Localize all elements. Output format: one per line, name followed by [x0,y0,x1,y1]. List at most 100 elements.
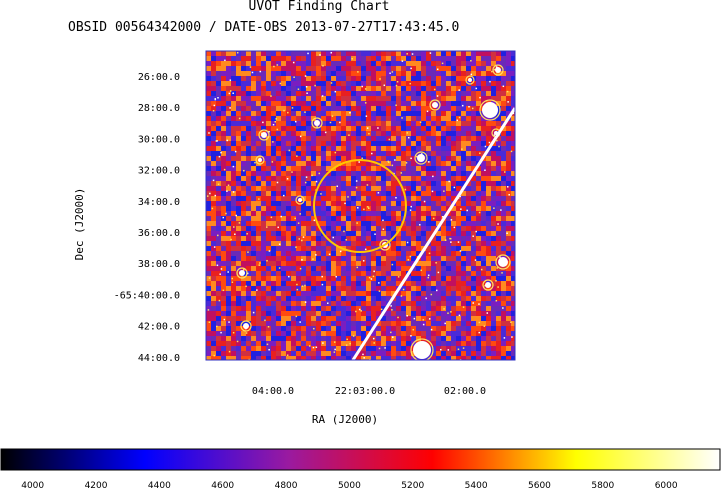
noise-pixel [306,121,311,126]
noise-pixel [331,356,336,360]
noise-pixel [271,296,276,301]
noise-speck [349,342,351,345]
noise-pixel [351,276,356,281]
noise-pixel [336,236,341,241]
noise-pixel [366,251,371,256]
noise-pixel [341,181,346,186]
noise-pixel [266,221,271,226]
noise-pixel [486,236,491,241]
noise-pixel [251,301,256,306]
noise-pixel [341,171,346,176]
noise-pixel [211,296,216,301]
noise-pixel [376,66,381,71]
noise-pixel [451,326,456,331]
noise-pixel [261,276,266,281]
noise-pixel [226,66,231,71]
noise-pixel [486,91,491,96]
noise-speck [498,145,500,148]
noise-pixel [431,86,436,91]
noise-pixel [311,331,316,336]
noise-pixel [511,171,515,176]
noise-pixel [451,356,456,360]
noise-pixel [456,151,461,156]
noise-pixel [331,216,336,221]
noise-pixel [356,56,361,61]
noise-pixel [286,226,291,231]
noise-pixel [301,131,306,136]
noise-speck [332,236,335,239]
noise-pixel [366,126,371,131]
noise-pixel [281,201,286,206]
noise-pixel [351,221,356,226]
noise-pixel [491,196,496,201]
noise-pixel [456,351,461,356]
noise-pixel [436,86,441,91]
noise-pixel [316,286,321,291]
noise-pixel [451,61,456,66]
noise-pixel [421,176,426,181]
noise-pixel [466,86,471,91]
noise-speck [208,277,211,279]
noise-pixel [231,321,236,326]
noise-pixel [211,51,216,56]
noise-pixel [351,71,356,76]
noise-pixel [381,101,386,106]
noise-pixel [401,231,406,236]
star [413,341,431,359]
noise-pixel [276,351,281,356]
noise-pixel [501,156,506,161]
noise-pixel [436,181,441,186]
noise-pixel [276,236,281,241]
noise-pixel [216,271,221,276]
noise-pixel [326,346,331,351]
noise-pixel [221,131,226,136]
noise-pixel [321,311,326,316]
noise-pixel [476,286,481,291]
noise-pixel [396,56,401,61]
noise-pixel [496,326,501,331]
noise-pixel [371,151,376,156]
noise-pixel [416,81,421,86]
noise-pixel [251,91,256,96]
noise-pixel [321,136,326,141]
noise-pixel [316,126,321,131]
noise-pixel [276,291,281,296]
noise-pixel [406,116,411,121]
noise-speck [510,150,513,153]
noise-pixel [246,61,251,66]
noise-pixel [226,241,231,246]
noise-pixel [236,66,241,71]
noise-pixel [291,286,296,291]
noise-pixel [231,121,236,126]
noise-pixel [491,126,496,131]
noise-pixel [216,316,221,321]
noise-pixel [466,226,471,231]
noise-pixel [331,286,336,291]
noise-pixel [341,211,346,216]
noise-pixel [226,321,231,326]
noise-pixel [206,296,211,301]
noise-pixel [446,66,451,71]
noise-speck [218,155,221,158]
noise-pixel [436,216,441,221]
noise-pixel [271,241,276,246]
noise-pixel [301,316,306,321]
noise-pixel [511,241,515,246]
noise-speck [396,80,399,83]
noise-pixel [321,251,326,256]
noise-speck [378,347,381,350]
noise-pixel [206,201,211,206]
noise-pixel [481,236,486,241]
noise-pixel [321,261,326,266]
noise-speck [404,188,407,191]
noise-pixel [291,126,296,131]
noise-pixel [361,211,366,216]
noise-pixel [391,276,396,281]
noise-pixel [476,221,481,226]
noise-pixel [261,266,266,271]
noise-pixel [311,116,316,121]
noise-pixel [361,106,366,111]
noise-pixel [331,136,336,141]
noise-pixel [326,191,331,196]
noise-pixel [326,311,331,316]
